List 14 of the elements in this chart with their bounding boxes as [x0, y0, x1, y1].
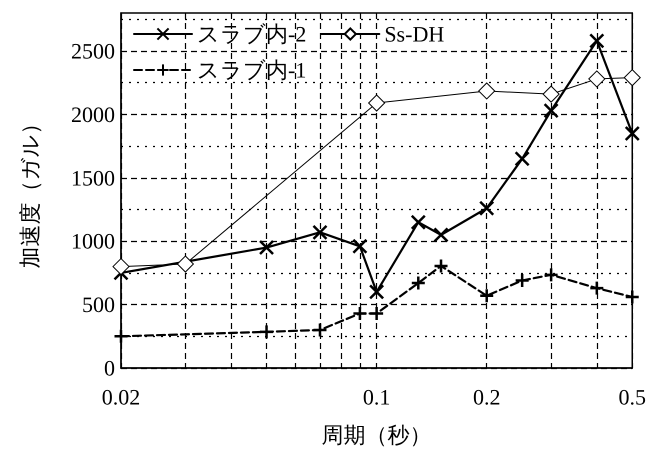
y-tick-label: 500 — [82, 292, 115, 318]
legend-label: スラブ内-2 — [197, 22, 306, 46]
x-axis-title: 周期（秒） — [322, 422, 432, 448]
y-tick-label: 1000 — [71, 228, 115, 254]
y-tick-label: 2500 — [71, 38, 115, 64]
y-tick-label: 0 — [104, 356, 115, 380]
y-tick-label: 2000 — [71, 102, 115, 127]
legend-label: Ss-DH — [384, 22, 444, 46]
x-tick-label: 0.1 — [362, 384, 390, 410]
x-tick-label: 0.5 — [618, 384, 646, 410]
x-tick-label: 0.2 — [472, 384, 500, 410]
y-axis-title: 加速度（ガル） — [18, 112, 42, 268]
y-tick-label: 1500 — [71, 165, 115, 190]
x-tick-label: 0.02 — [102, 384, 140, 410]
